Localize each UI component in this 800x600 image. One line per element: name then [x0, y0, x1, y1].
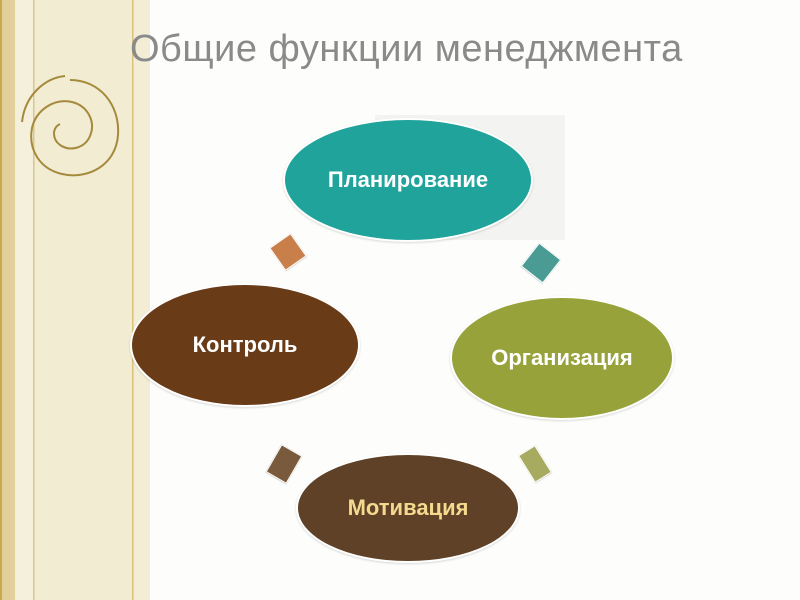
connector-planning-to-organization	[521, 243, 562, 284]
node-motivation: Мотивация	[296, 453, 520, 563]
node-organization: Организация	[450, 296, 674, 420]
node-label: Контроль	[183, 332, 308, 357]
slide: Общие функции менеджмента ПланированиеОр…	[0, 0, 800, 600]
node-label: Организация	[481, 345, 643, 370]
connector-motivation-to-control	[266, 444, 303, 484]
node-label: Мотивация	[338, 495, 479, 520]
node-control: Контроль	[130, 283, 360, 407]
node-planning: Планирование	[283, 118, 533, 242]
cycle-diagram: Планирование Организация Мотивация Контроль	[0, 0, 800, 600]
connector-organization-to-motivation	[518, 445, 552, 483]
connector-control-to-planning	[269, 233, 306, 271]
node-label: Планирование	[318, 167, 498, 192]
